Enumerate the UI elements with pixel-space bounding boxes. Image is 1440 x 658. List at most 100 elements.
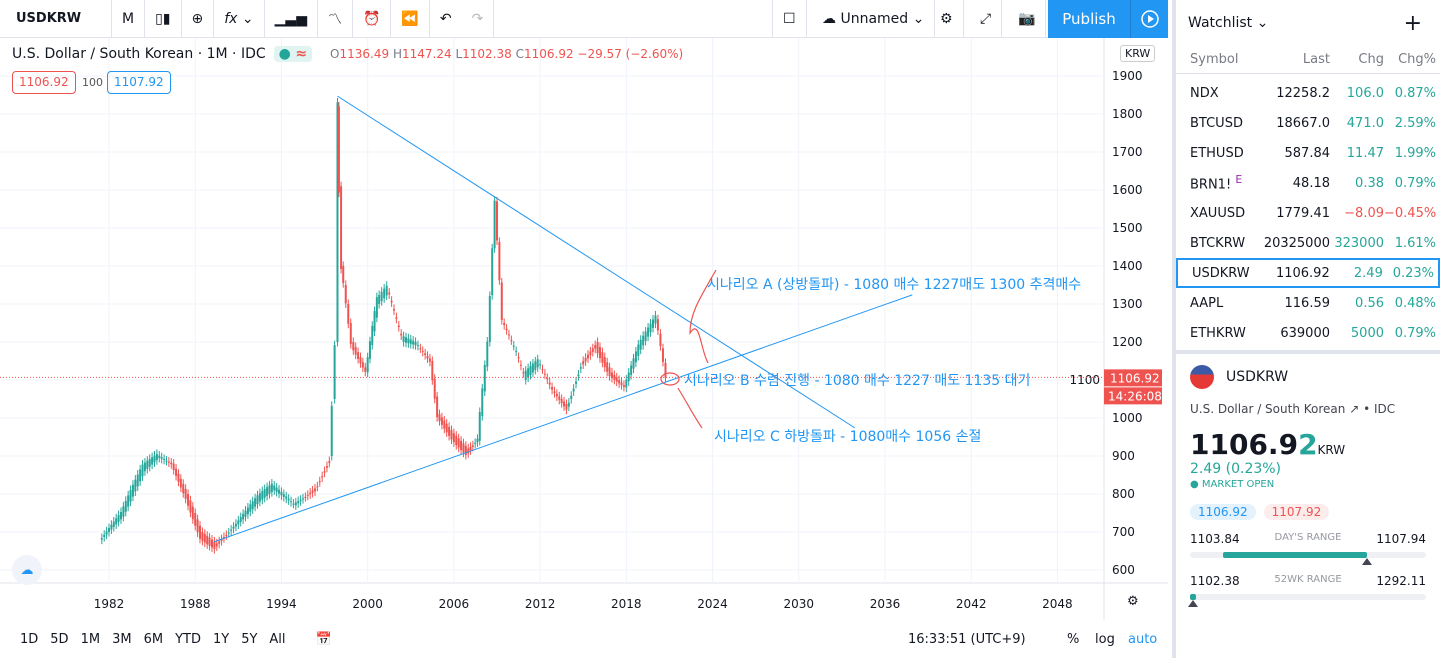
- market-status-icon[interactable]: ● ≈: [273, 46, 313, 62]
- candle: [620, 382, 623, 386]
- candle: [622, 385, 625, 387]
- log-toggle[interactable]: log: [1095, 631, 1115, 647]
- replay-icon[interactable]: ⏪: [391, 0, 430, 38]
- details-price: 1106.9: [1190, 428, 1299, 461]
- range-6m[interactable]: 6M: [143, 631, 164, 647]
- candle: [131, 484, 134, 497]
- range-3m[interactable]: 3M: [112, 631, 132, 647]
- date-range-icon[interactable]: 📅: [315, 631, 332, 647]
- redo-icon[interactable]: ↷: [462, 0, 495, 38]
- watchlist-header[interactable]: Watchlist ⌄ +: [1188, 10, 1422, 36]
- row-last: 116.59: [1284, 295, 1331, 311]
- candle: [246, 507, 249, 515]
- row-chg: 471.0: [1346, 115, 1384, 131]
- candle: [632, 358, 635, 369]
- annotation-c[interactable]: 시나리오 C 하방돌파 - 1080매수 1056 손절: [714, 429, 982, 445]
- settings-icon[interactable]: ⚙: [930, 0, 964, 38]
- candle: [498, 241, 501, 281]
- watchlist-row[interactable]: USDKRW 1106.92 2.49 0.23%: [1176, 258, 1440, 288]
- y-tick-label: 1300: [1112, 297, 1143, 311]
- templates-icon[interactable]: ▁▃▅: [265, 0, 318, 38]
- candle: [664, 362, 667, 378]
- indicators-button[interactable]: fx ⌄: [214, 0, 265, 38]
- range-1y[interactable]: 1Y: [212, 631, 230, 647]
- watchlist-row[interactable]: AAPL 116.59 0.56 0.48%: [1176, 288, 1440, 318]
- row-last: 1106.92: [1275, 265, 1330, 281]
- add-symbol-icon[interactable]: +: [1403, 10, 1422, 36]
- candle: [323, 471, 326, 473]
- layout-button[interactable]: ☁ Unnamed ⌄: [812, 0, 936, 38]
- countdown-label: 14:26:08: [1108, 389, 1162, 403]
- range-5d[interactable]: 5D: [50, 631, 69, 647]
- y-tick-label: 900: [1112, 449, 1135, 463]
- range-5y[interactable]: 5Y: [241, 631, 258, 647]
- watchlist-row[interactable]: XAUUSD 1779.41 −8.09 −0.45%: [1176, 198, 1440, 228]
- range-1d[interactable]: 1D: [20, 631, 39, 647]
- candle: [606, 362, 609, 372]
- compare-icon[interactable]: ⊕: [182, 0, 215, 38]
- candles-icon[interactable]: ▯▮: [145, 0, 182, 38]
- candle: [565, 404, 568, 410]
- watchlist-row[interactable]: ETHUSD 587.84 11.47 1.99%: [1176, 138, 1440, 168]
- auto-toggle[interactable]: auto: [1128, 631, 1158, 647]
- sell-button[interactable]: 1106.92: [12, 71, 76, 94]
- y-tick-label: 1100: [1069, 373, 1100, 387]
- range-ytd[interactable]: YTD: [175, 631, 201, 647]
- watchlist-row[interactable]: BTCKRW 20325000 323000 1.61%: [1176, 228, 1440, 258]
- buy-button[interactable]: 1107.92: [107, 71, 171, 94]
- candle: [254, 498, 257, 507]
- watchlist-row[interactable]: ETHKRW 639000 5000 0.79%: [1176, 318, 1440, 348]
- col-chg[interactable]: Chg: [1358, 52, 1384, 67]
- scale-settings-icon[interactable]: ⚙: [1127, 594, 1139, 609]
- annotation-b[interactable]: 시나리오 B 수렴 진행 - 1080 매수 1227 매도 1135 대기: [684, 373, 1031, 389]
- watchlist-row[interactable]: BTCUSD 18667.0 471.0 2.59%: [1176, 108, 1440, 138]
- candle: [380, 291, 383, 302]
- annotation-a[interactable]: 시나리오 A (상방돌파) - 1080 매수 1227매도 1300 추격매수: [707, 277, 1082, 293]
- candle: [160, 457, 163, 459]
- candle: [462, 443, 465, 453]
- range-all[interactable]: All: [269, 631, 286, 647]
- logo-icon[interactable]: ☁: [12, 555, 42, 585]
- camera-icon[interactable]: 📷: [1008, 0, 1047, 38]
- candle: [124, 500, 127, 512]
- candle: [227, 532, 230, 534]
- fullscreen-checkbox-icon[interactable]: ☐: [772, 0, 807, 38]
- watchlist-row[interactable]: BRN1! E 48.18 0.38 0.79%: [1176, 168, 1440, 198]
- candle: [309, 492, 312, 495]
- external-link-icon[interactable]: ↗: [1349, 402, 1360, 416]
- watchlist-title: Watchlist: [1188, 15, 1253, 31]
- symbol-search[interactable]: USDKRW: [0, 0, 112, 38]
- candle: [481, 388, 484, 417]
- candle: [478, 412, 481, 441]
- currency-label[interactable]: KRW: [1120, 45, 1156, 62]
- percent-toggle[interactable]: %: [1067, 631, 1080, 647]
- candle: [534, 361, 537, 370]
- watchlist-row[interactable]: NDX 12258.2 106.0 0.87%: [1176, 78, 1440, 108]
- candle: [575, 381, 578, 384]
- candle: [119, 511, 122, 520]
- last-price-label: 1106.92: [1110, 371, 1160, 385]
- day-range-label: DAY'S RANGE: [1274, 532, 1342, 543]
- candle: [589, 351, 592, 356]
- clock[interactable]: 16:33:51 (UTC+9): [908, 631, 1026, 647]
- alert-icon[interactable]: ⏰: [353, 0, 392, 38]
- publish-button[interactable]: Publish: [1048, 0, 1130, 38]
- undo-icon[interactable]: ↶: [439, 10, 452, 27]
- candle: [517, 357, 520, 359]
- details-name[interactable]: U.S. Dollar / South Korean: [1190, 402, 1346, 416]
- candle: [419, 348, 422, 350]
- col-last[interactable]: Last: [1302, 52, 1330, 67]
- candle: [297, 501, 300, 504]
- candle: [551, 386, 554, 390]
- col-chgpct[interactable]: Chg%: [1398, 52, 1436, 67]
- fullscreen-icon[interactable]: ⤢: [970, 0, 1003, 38]
- play-icon[interactable]: [1130, 0, 1168, 38]
- candle: [373, 311, 376, 332]
- range-1m[interactable]: 1M: [80, 631, 101, 647]
- financials-icon[interactable]: 〽: [318, 0, 353, 38]
- symbol-details: USDKRW U.S. Dollar / South Korean ↗ • ID…: [1176, 350, 1440, 607]
- interval-button[interactable]: M: [112, 0, 146, 38]
- candle: [421, 350, 424, 352]
- col-symbol[interactable]: Symbol: [1190, 52, 1239, 67]
- price-chart[interactable]: 1900 1800 1700 1600 1500 1400 1300 1200 1100 1000…: [0, 38, 1168, 620]
